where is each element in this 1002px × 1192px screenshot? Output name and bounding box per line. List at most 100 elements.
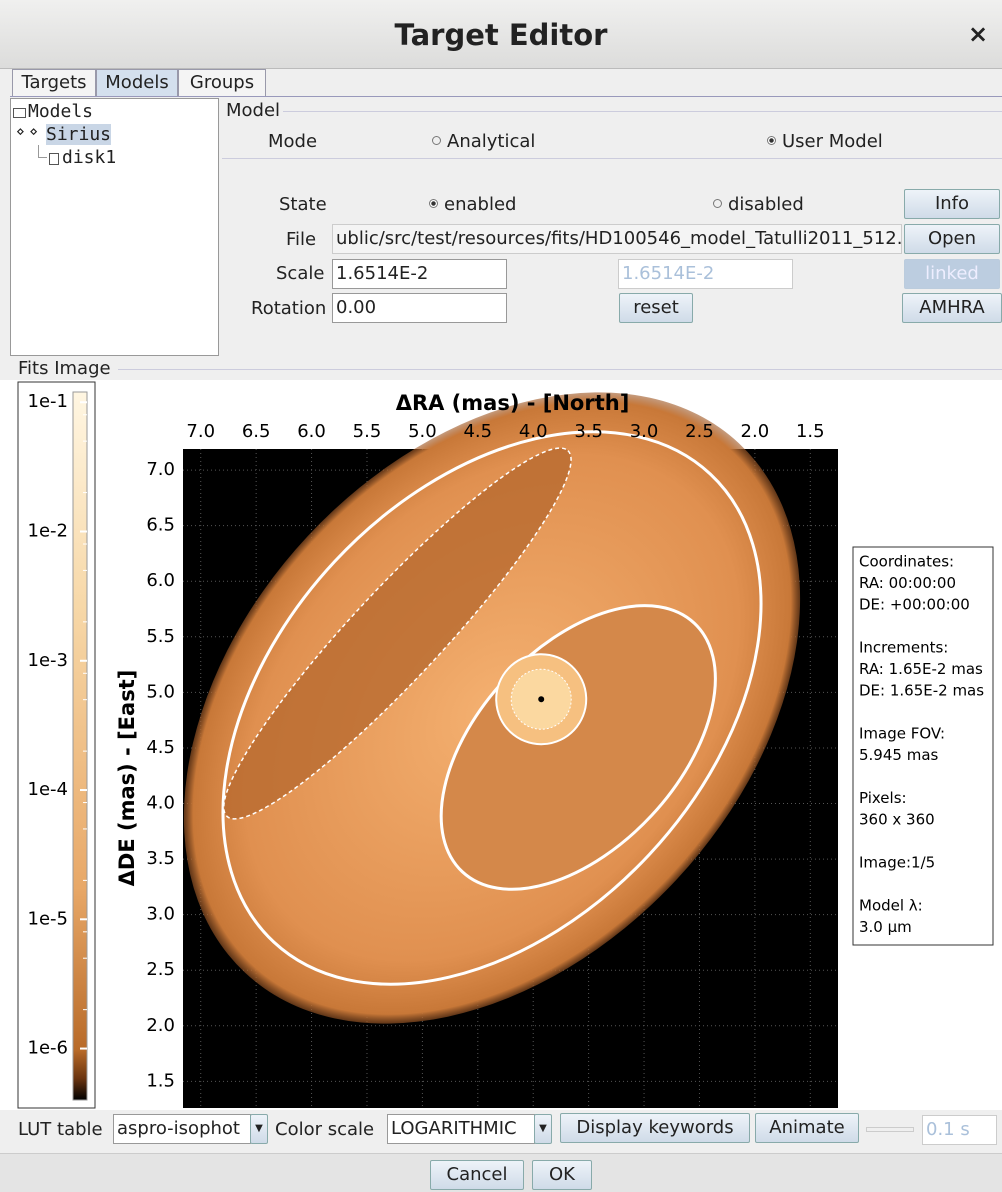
y-tick-label: 2.0 [146, 1015, 175, 1036]
x-tick-label: 2.5 [685, 421, 714, 442]
radio-dot [767, 136, 776, 145]
leaf-icon [49, 153, 59, 165]
combo-arrow[interactable]: ▼ [534, 1114, 552, 1144]
keywords-button[interactable]: Display keywords [560, 1113, 750, 1143]
y-tick-label: 4.5 [146, 737, 175, 758]
tab-line [10, 96, 1002, 97]
reset-button[interactable]: reset [619, 293, 693, 323]
tab[interactable]: Targets [12, 69, 96, 97]
x-tick-label: 3.5 [574, 421, 603, 442]
radio[interactable]: enabled [429, 194, 516, 215]
color-scale-label: Color scale [275, 1119, 374, 1140]
info-line: DE: 1.65E-2 mas [859, 682, 984, 700]
y-tick-label: 5.0 [146, 681, 175, 702]
tree-panel [10, 98, 219, 356]
x-tick-label: 2.0 [741, 421, 770, 442]
info-line: 360 x 360 [859, 811, 935, 829]
scale-field[interactable]: 1.6514E-2 [332, 259, 507, 289]
info-line: Image FOV: [859, 725, 945, 743]
separator [118, 369, 1002, 370]
file-label: File [286, 229, 316, 250]
animate-button[interactable]: Animate [755, 1113, 859, 1143]
x-axis-label: ΔRA (mas) - [North] [396, 391, 630, 415]
info-button[interactable]: Info [904, 189, 1000, 219]
delay-field: 0.1 s [922, 1115, 997, 1145]
colorbar-label: 1e-5 [28, 908, 68, 929]
radio-dot [713, 199, 722, 208]
info-line: Model λ: [859, 897, 923, 915]
mode-label: Mode [268, 131, 317, 152]
x-tick-label: 5.5 [353, 421, 382, 442]
y-tick-label: 4.0 [146, 793, 175, 814]
close-button[interactable]: × [968, 20, 988, 48]
slider[interactable] [866, 1127, 914, 1132]
file-field[interactable]: ublic/src/test/resources/fits/HD100546_m… [332, 224, 902, 254]
y-tick-label: 7.0 [146, 459, 175, 480]
info-line: Image:1/5 [859, 854, 935, 872]
tree-icon [13, 108, 26, 118]
colorbar-label: 1e-4 [28, 779, 68, 800]
info-line: 5.945 mas [859, 746, 939, 764]
tree-node[interactable]: Sirius [46, 124, 111, 145]
info-line: RA: 00:00:00 [859, 574, 956, 592]
x-tick-label: 4.5 [463, 421, 492, 442]
tab[interactable]: Groups [178, 69, 266, 97]
scale-label: Scale [276, 263, 324, 284]
lut-combo[interactable]: aspro-isophot [113, 1114, 251, 1144]
cancel-button[interactable]: Cancel [430, 1160, 524, 1190]
colorbar-label: 1e-2 [28, 521, 68, 542]
colorbar-label: 1e-1 [28, 391, 68, 412]
info-line: 3.0 µm [859, 918, 912, 936]
scale-combo[interactable]: LOGARITHMIC [387, 1114, 535, 1144]
separator [222, 158, 1002, 159]
model-title: Model [226, 100, 280, 121]
fits-title: Fits Image [18, 358, 111, 379]
ok-button[interactable]: OK [532, 1160, 592, 1190]
x-tick-label: 5.0 [408, 421, 437, 442]
y-tick-label: 6.0 [146, 570, 175, 591]
y-tick-label: 5.5 [146, 626, 175, 647]
info-line: Coordinates: [859, 553, 954, 571]
colorbar [73, 392, 87, 1100]
tab[interactable]: Models [96, 69, 178, 97]
colorbar-label: 1e-6 [28, 1038, 68, 1059]
info-line: Increments: [859, 639, 948, 657]
x-tick-label: 6.5 [242, 421, 271, 442]
y-tick-label: 3.5 [146, 848, 175, 869]
state-label: State [279, 194, 327, 215]
x-tick-label: 3.0 [630, 421, 659, 442]
x-tick-label: 7.0 [186, 421, 215, 442]
amhra-button[interactable]: AMHRA [902, 293, 1002, 323]
radio[interactable]: Analytical [432, 131, 535, 152]
y-axis-label: ΔDE (mas) - [East] [115, 670, 139, 887]
tree-root[interactable]: Models [28, 101, 93, 122]
linked-button: linked [904, 259, 1000, 289]
tree-branch [38, 145, 47, 158]
y-tick-label: 2.5 [146, 959, 175, 980]
separator [283, 111, 1002, 112]
info-line: RA: 1.65E-2 mas [859, 660, 983, 678]
combo-arrow[interactable]: ▼ [250, 1114, 268, 1144]
page: Target Editor × TargetsModelsGroups Mode… [0, 0, 1002, 1191]
lut-label: LUT table [18, 1119, 103, 1140]
info-line: DE: +00:00:00 [859, 596, 970, 614]
tree-expander[interactable]: ⋄ ⋄ [16, 124, 38, 140]
open-button[interactable]: Open [904, 224, 1000, 254]
fits-chart: 7.0 6.5 6.0 5.5 5.0 4.5 4.0 3.5 3.0 2.5 2.0 1.5 7.0 6… [0, 380, 1002, 1110]
tree-leaf[interactable]: disk1 [62, 147, 116, 168]
rotation-field[interactable]: 0.00 [332, 293, 507, 323]
radio-dot [432, 136, 441, 145]
rotation-label: Rotation [251, 298, 326, 319]
colorbar-label: 1e-3 [28, 650, 68, 671]
x-tick-label: 1.5 [796, 421, 825, 442]
x-tick-label: 4.0 [519, 421, 548, 442]
radio-label: Analytical [447, 131, 535, 152]
radio-label: User Model [782, 131, 883, 152]
radio-label: disabled [728, 194, 804, 215]
linked-field: 1.6514E-2 [618, 259, 793, 289]
radio[interactable]: disabled [713, 194, 804, 215]
radio-dot [429, 199, 438, 208]
y-tick-label: 6.5 [146, 515, 175, 536]
radio[interactable]: User Model [767, 131, 883, 152]
y-tick-label: 3.0 [146, 904, 175, 925]
